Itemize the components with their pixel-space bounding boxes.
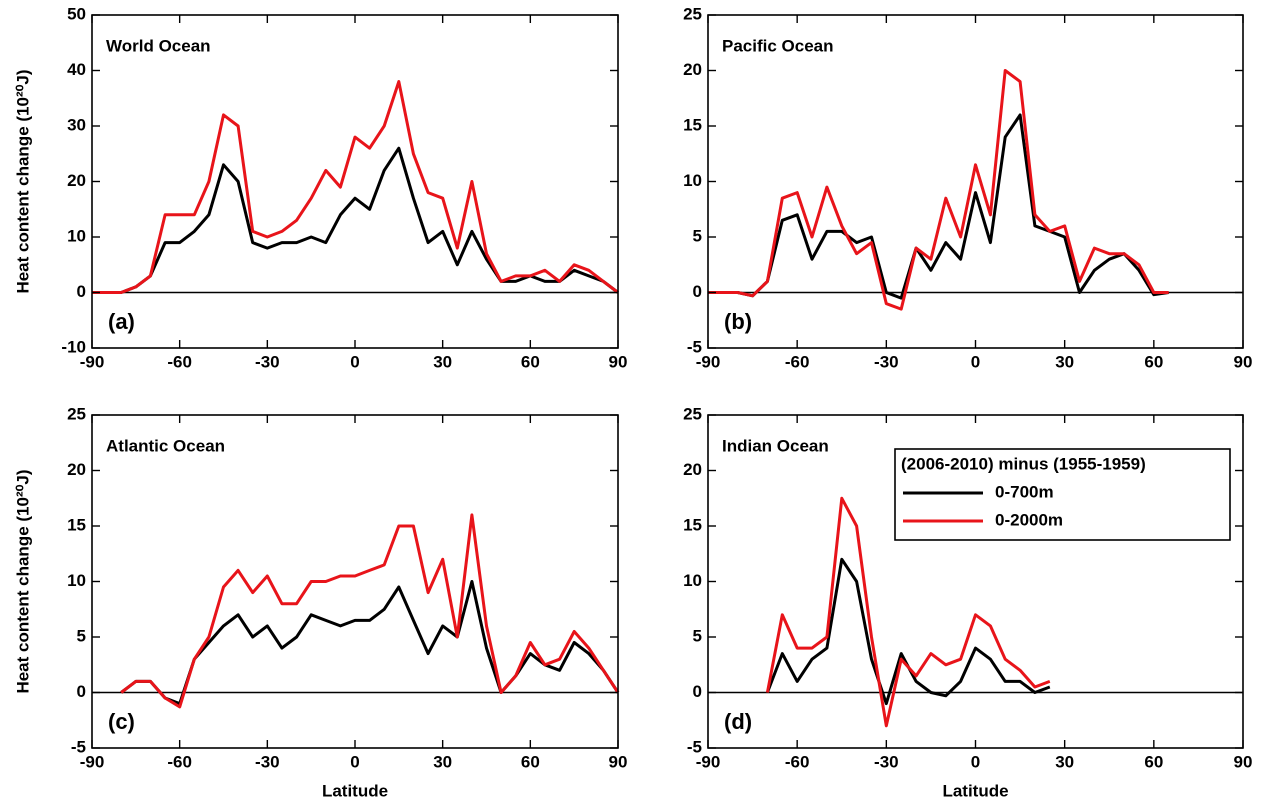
series-line: [120, 580, 620, 706]
x-tick-label: 0: [971, 352, 980, 371]
x-tick-label: -30: [874, 352, 899, 371]
x-tick-label: 30: [433, 352, 452, 371]
series-line: [92, 80, 619, 294]
y-tick-label: 25: [683, 4, 702, 23]
y-tick-label: 5: [77, 626, 86, 645]
x-tick-label: -60: [785, 352, 810, 371]
x-tick-label: 60: [521, 752, 540, 771]
y-tick-label: 20: [67, 171, 86, 190]
panel-title: Pacific Ocean: [722, 36, 834, 55]
x-tick-label: -60: [167, 352, 192, 371]
y-tick-label: 0: [693, 282, 702, 301]
y-tick-label: -10: [61, 337, 86, 356]
y-tick-label: 0: [77, 282, 86, 301]
x-tick-label: 60: [1144, 752, 1163, 771]
x-tick-label: 90: [1234, 752, 1253, 771]
plot-frame: [91, 14, 619, 349]
y-tick-label: 25: [67, 404, 86, 423]
x-tick-label: -90: [696, 352, 721, 371]
x-tick-label: -30: [874, 752, 899, 771]
y-tick-label: 5: [693, 626, 702, 645]
series-line: [92, 146, 619, 294]
y-tick-label: 40: [67, 60, 86, 79]
series-line: [765, 557, 1051, 706]
x-axis-label: Latitude: [322, 781, 388, 800]
y-tick-label: 15: [67, 515, 86, 534]
series-line: [765, 496, 1051, 728]
x-tick-label: 30: [1055, 752, 1074, 771]
x-tick-label: -90: [696, 752, 721, 771]
x-axis-label: Latitude: [942, 781, 1008, 800]
x-tick-label: 90: [1234, 352, 1253, 371]
y-tick-label: -5: [687, 337, 702, 356]
y-tick-label: -5: [687, 737, 702, 756]
y-axis-label: Heat content change (10²⁰J): [13, 469, 32, 693]
y-tick-label: 15: [683, 515, 702, 534]
x-tick-label: 60: [1144, 352, 1163, 371]
x-tick-label: -90: [80, 752, 105, 771]
y-tick-label: 5: [693, 226, 702, 245]
panel-title: Indian Ocean: [722, 436, 829, 455]
plot-frame: [707, 14, 1244, 349]
x-tick-label: -60: [785, 752, 810, 771]
x-tick-label: 30: [1055, 352, 1074, 371]
x-tick-label: -60: [167, 752, 192, 771]
y-tick-label: -5: [71, 737, 86, 756]
series-line: [120, 513, 620, 709]
panel-label: (b): [724, 309, 752, 334]
panel-title: World Ocean: [106, 36, 211, 55]
plot-frame: [91, 414, 619, 749]
y-tick-label: 0: [693, 682, 702, 701]
x-tick-label: -30: [255, 352, 280, 371]
panel-title: Atlantic Ocean: [106, 436, 225, 455]
x-tick-label: 90: [609, 352, 628, 371]
panel-label: (d): [724, 709, 752, 734]
y-axis-label: Heat content change (10²⁰J): [13, 69, 32, 293]
legend-title: (2006-2010) minus (1955-1959): [901, 454, 1146, 473]
y-tick-label: 25: [683, 404, 702, 423]
series-line: [708, 69, 1169, 311]
y-tick-label: 10: [67, 571, 86, 590]
x-tick-label: 30: [433, 752, 452, 771]
x-tick-label: 0: [350, 352, 359, 371]
panel-label: (a): [108, 309, 135, 334]
x-tick-label: 0: [971, 752, 980, 771]
y-tick-label: 20: [67, 460, 86, 479]
y-tick-label: 10: [67, 226, 86, 245]
x-tick-label: 0: [350, 752, 359, 771]
y-tick-label: 50: [67, 4, 86, 23]
x-tick-label: -90: [80, 352, 105, 371]
y-tick-label: 30: [67, 115, 86, 134]
y-tick-label: 10: [683, 171, 702, 190]
x-tick-label: 60: [521, 352, 540, 371]
y-tick-label: 0: [77, 682, 86, 701]
x-tick-label: -30: [255, 752, 280, 771]
y-tick-label: 20: [683, 460, 702, 479]
y-tick-label: 20: [683, 60, 702, 79]
x-tick-label: 90: [609, 752, 628, 771]
legend-label: 0-2000m: [995, 510, 1063, 529]
legend-label: 0-700m: [995, 482, 1054, 501]
panel-label: (c): [108, 709, 135, 734]
series-line: [708, 113, 1169, 300]
y-tick-label: 15: [683, 115, 702, 134]
y-tick-label: 10: [683, 571, 702, 590]
